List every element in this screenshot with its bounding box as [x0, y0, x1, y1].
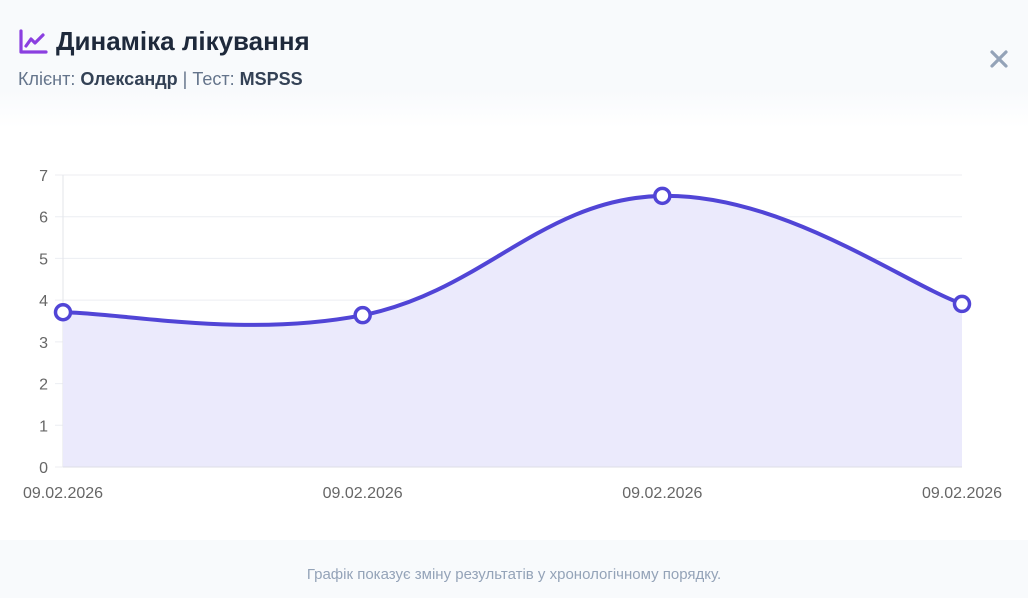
series-line — [61, 193, 964, 327]
client-label: Клієнт: — [18, 69, 76, 89]
y-tick-label: 6 — [39, 210, 48, 227]
data-point[interactable] — [353, 305, 372, 325]
y-tick-label: 0 — [39, 460, 48, 477]
modal-header: Динаміка лікування Клієнт: Олександр | Т… — [0, 0, 1028, 128]
client-name: Олександр — [80, 69, 178, 89]
test-name: MSPSS — [239, 69, 303, 89]
line-chart: 0 1 2 3 4 5 6 7 09.02.2026 09.02.2026 09.02.2026 09… — [23, 168, 1002, 502]
y-tick-label: 3 — [39, 335, 48, 352]
close-icon — [990, 50, 1008, 68]
chart-line-icon — [18, 28, 48, 56]
x-tick-label: 09.02.2026 — [23, 485, 103, 502]
modal-title: Динаміка лікування — [56, 26, 310, 56]
y-tick-label: 5 — [39, 251, 48, 268]
x-tick-label: 09.02.2026 — [323, 485, 403, 502]
data-point[interactable] — [653, 186, 672, 206]
data-point[interactable] — [952, 294, 972, 314]
x-tick-label: 09.02.2026 — [922, 485, 1002, 502]
chart-area: 0 1 2 3 4 5 6 7 09.02.2026 09.02.2026 09.02.2026 09… — [0, 128, 1028, 540]
modal-footer: Графік показує зміну результатів у хроно… — [0, 540, 1028, 598]
data-point[interactable] — [53, 302, 73, 322]
area-fill — [63, 195, 962, 467]
y-tick-label: 2 — [39, 377, 48, 394]
y-tick-label: 4 — [39, 293, 48, 310]
footer-note: Графік показує зміну результатів у хроно… — [306, 566, 722, 583]
subtitle: Клієнт: Олександр | Тест: MSPSS — [18, 69, 303, 90]
title-row: Динаміка лікування — [18, 26, 310, 57]
x-tick-label: 09.02.2026 — [622, 485, 702, 502]
separator: | — [182, 69, 188, 89]
y-tick-label: 7 — [39, 168, 48, 185]
y-tick-label: 1 — [39, 418, 48, 435]
close-button[interactable] — [984, 44, 1014, 74]
test-label: Тест: — [192, 69, 235, 89]
